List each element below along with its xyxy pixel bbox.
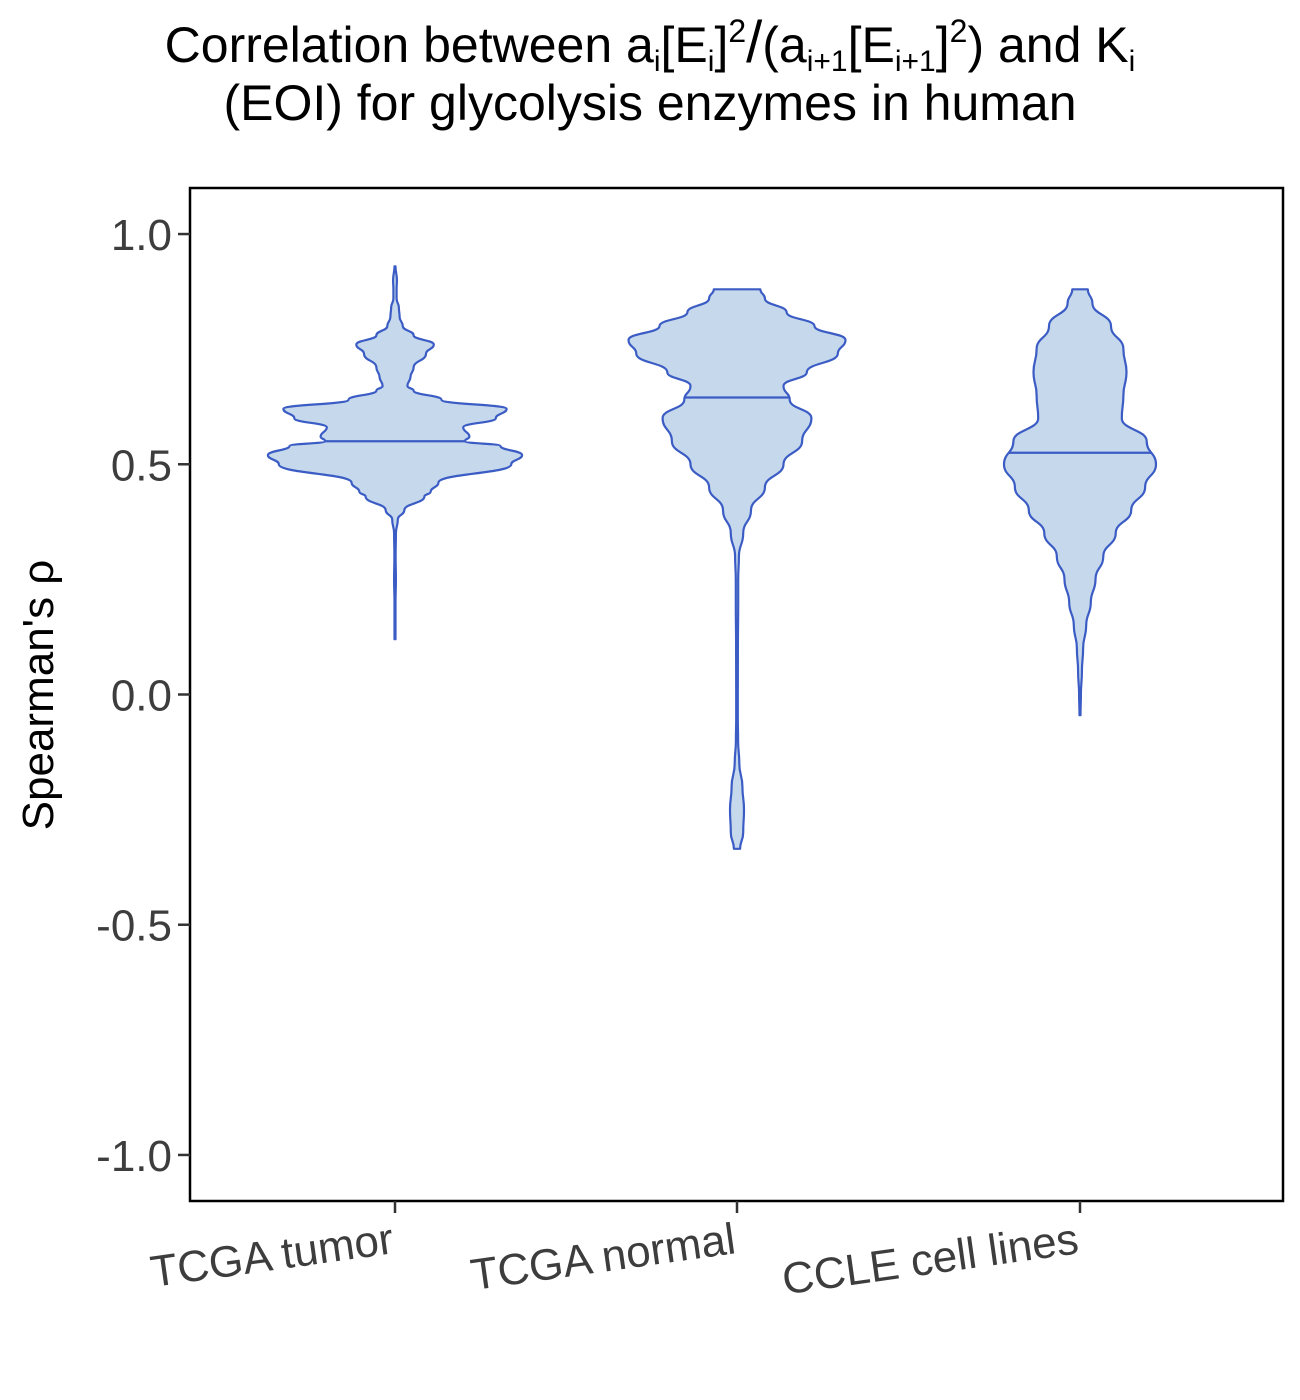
violin-ccle-cell-lines: [1002, 288, 1158, 717]
title-subscript: i: [653, 45, 661, 78]
title-subscript: i+1: [894, 45, 936, 78]
title-text: Correlation between a: [164, 17, 654, 73]
x-tick-label: TCGA normal: [468, 1214, 739, 1300]
title-subscript: i: [707, 45, 715, 78]
title-text: ]: [714, 17, 729, 73]
title-superscript: 2: [728, 13, 747, 49]
y-tick-label: -1.0: [96, 1132, 172, 1181]
title-text: [E: [847, 17, 895, 73]
x-tick-label: TCGA tumor: [147, 1214, 396, 1297]
title-text: [E: [660, 17, 708, 73]
title-text: (a: [762, 17, 807, 73]
violin-tcga-normal: [627, 288, 847, 850]
title-subscript: i: [1128, 45, 1136, 78]
y-axis-title: Spearman's ρ: [14, 560, 63, 831]
y-tick-label: -0.5: [96, 902, 172, 951]
x-axis: TCGA tumor TCGA normal CCLE cell lines: [147, 1201, 1081, 1304]
title-slash: /: [746, 10, 763, 75]
title-superscript: 2: [949, 13, 968, 49]
y-tick-label: 0.5: [111, 441, 172, 490]
y-axis: -1.0 -0.5 0.0 0.5 1.0: [96, 211, 190, 1181]
y-tick-label: 1.0: [111, 211, 172, 260]
x-tick-label: CCLE cell lines: [779, 1214, 1081, 1304]
title-text: ]: [935, 17, 950, 73]
violin-tcga-tumor: [266, 265, 524, 641]
title-text: ) and K: [967, 17, 1129, 73]
chart-title: Correlation between ai[Ei]2/(ai+1[Ei+1]2…: [0, 14, 1300, 132]
title-line-1: Correlation between ai[Ei]2/(ai+1[Ei+1]2…: [0, 13, 1300, 77]
violins: [266, 265, 1158, 850]
title-subscript: i+1: [806, 45, 848, 78]
title-line-2: (EOI) for glycolysis enzymes in human: [223, 75, 1077, 131]
y-tick-label: 0.0: [111, 672, 172, 721]
